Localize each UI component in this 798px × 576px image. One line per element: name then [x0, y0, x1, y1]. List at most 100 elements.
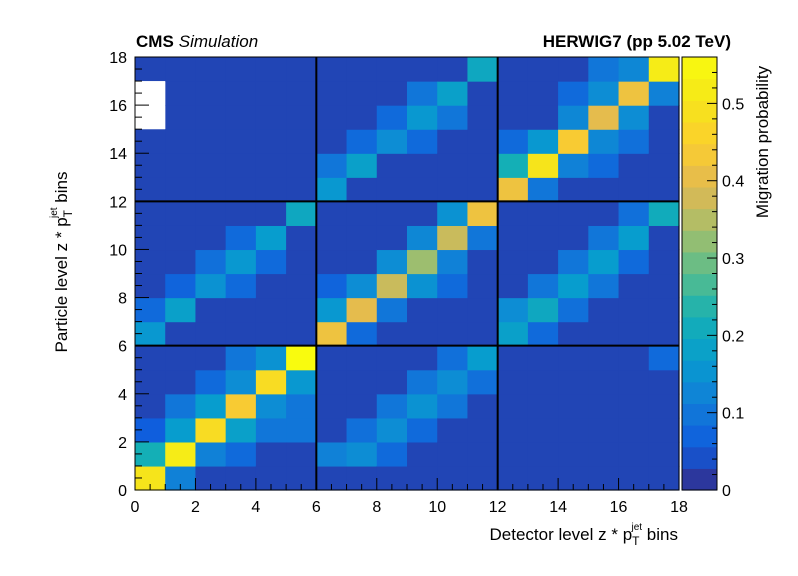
x-tick-label: 2	[191, 499, 200, 516]
heatmap-cell	[286, 129, 317, 154]
heatmap-cell	[316, 177, 348, 202]
colorbar-band	[682, 468, 717, 491]
heatmap-cell	[407, 153, 438, 178]
heatmap-cell	[527, 177, 559, 202]
heatmap-cell	[286, 369, 317, 395]
heatmap-cell	[467, 81, 499, 106]
heatmap-cell	[346, 81, 378, 106]
heatmap-cell	[558, 57, 589, 82]
heatmap-cell	[588, 441, 620, 467]
heatmap-cell	[648, 273, 680, 299]
heatmap-cell	[618, 249, 650, 275]
heatmap-cell	[588, 129, 620, 154]
heatmap-cell	[437, 369, 469, 395]
heatmap-cell	[165, 321, 197, 347]
heatmap-cell	[558, 321, 589, 347]
heatmap-cell	[527, 369, 559, 395]
heatmap-cell	[165, 345, 197, 371]
heatmap-cell	[376, 369, 408, 395]
heatmap-cell	[558, 249, 589, 275]
heatmap-cell	[286, 273, 317, 299]
heatmap-cell	[316, 345, 348, 371]
heatmap-cell	[618, 393, 650, 419]
heatmap-cell	[195, 369, 227, 395]
heatmap-cell	[437, 273, 469, 299]
heatmap-cell	[225, 225, 257, 251]
heatmap-cell	[588, 201, 620, 226]
heatmap-cell	[497, 249, 529, 275]
heatmap-cell	[165, 417, 197, 443]
heatmap-cell	[316, 393, 348, 419]
heatmap-cell	[407, 297, 438, 323]
heatmap-cell	[255, 225, 287, 251]
heatmap-cell	[588, 153, 620, 178]
heatmap-cell	[497, 297, 529, 323]
heatmap-cell	[558, 369, 589, 395]
heatmap-cell	[195, 153, 227, 178]
heatmap-cell	[407, 177, 438, 202]
heatmap-cell	[407, 57, 438, 82]
heatmap-cell	[286, 417, 317, 443]
heatmap-cell	[618, 441, 650, 467]
colorbar-band	[682, 273, 717, 296]
x-tick-label: 12	[489, 499, 507, 516]
heatmap-cell	[316, 297, 348, 323]
colorbar-band	[682, 338, 717, 361]
heatmap-cell	[588, 57, 620, 82]
heatmap-cell	[225, 393, 257, 419]
heatmap-cell	[527, 81, 559, 106]
heatmap-cell	[467, 105, 499, 130]
heatmap-cell	[467, 249, 499, 275]
z-tick-label: 0	[722, 483, 731, 500]
y-axis-ticks: 0 2 4 6 8 10 12 14 16 18	[109, 50, 149, 500]
heatmap-cell	[346, 201, 378, 226]
heatmap-cell	[618, 153, 650, 178]
heatmap-cell	[286, 249, 317, 275]
heatmap-cell	[497, 321, 529, 347]
x-tick-label: 8	[372, 499, 381, 516]
heatmap-cell	[588, 177, 620, 202]
colorbar-band	[682, 446, 717, 469]
heatmap-cell	[648, 249, 680, 275]
heatmap-cell	[648, 441, 680, 467]
header-left: CMS Simulation	[136, 32, 258, 51]
heatmap-cell	[588, 393, 620, 419]
heatmap-cell	[618, 345, 650, 371]
heatmap-cell	[376, 393, 408, 419]
heatmap-cell	[588, 417, 620, 443]
heatmap-cell	[165, 273, 197, 299]
heatmap-cell	[407, 345, 438, 371]
heatmap-cell	[558, 201, 589, 226]
colorbar-band	[682, 360, 717, 383]
heatmap-cell	[195, 249, 227, 275]
heatmap-cell	[588, 249, 620, 275]
heatmap-cell	[286, 297, 317, 323]
heatmap-cell	[648, 57, 680, 82]
heatmap-cell	[286, 225, 317, 251]
heatmap-cell	[618, 81, 650, 106]
heatmap-cell	[588, 273, 620, 299]
heatmap-cell	[195, 177, 227, 202]
heatmap-cell	[195, 273, 227, 299]
heatmap-cell	[467, 225, 499, 251]
heatmap-cell	[558, 417, 589, 443]
heatmap-cell	[467, 369, 499, 395]
heatmap-cell	[316, 441, 348, 467]
heatmap-cell	[527, 105, 559, 130]
heatmap-cell	[497, 369, 529, 395]
heatmap-cell	[527, 441, 559, 467]
heatmap-cell	[165, 81, 197, 106]
heatmap-cell	[407, 441, 438, 467]
heatmap-cell	[558, 153, 589, 178]
heatmap-cell	[346, 249, 378, 275]
header-simulation: Simulation	[179, 32, 258, 51]
heatmap-cell	[437, 321, 469, 347]
heatmap-cell	[558, 225, 589, 251]
heatmap-cell	[195, 417, 227, 443]
heatmap-cell	[225, 273, 257, 299]
heatmap-cell	[588, 81, 620, 106]
heatmap-cell	[558, 273, 589, 299]
colorbar-band	[682, 121, 717, 145]
heatmap-cell	[255, 369, 287, 395]
